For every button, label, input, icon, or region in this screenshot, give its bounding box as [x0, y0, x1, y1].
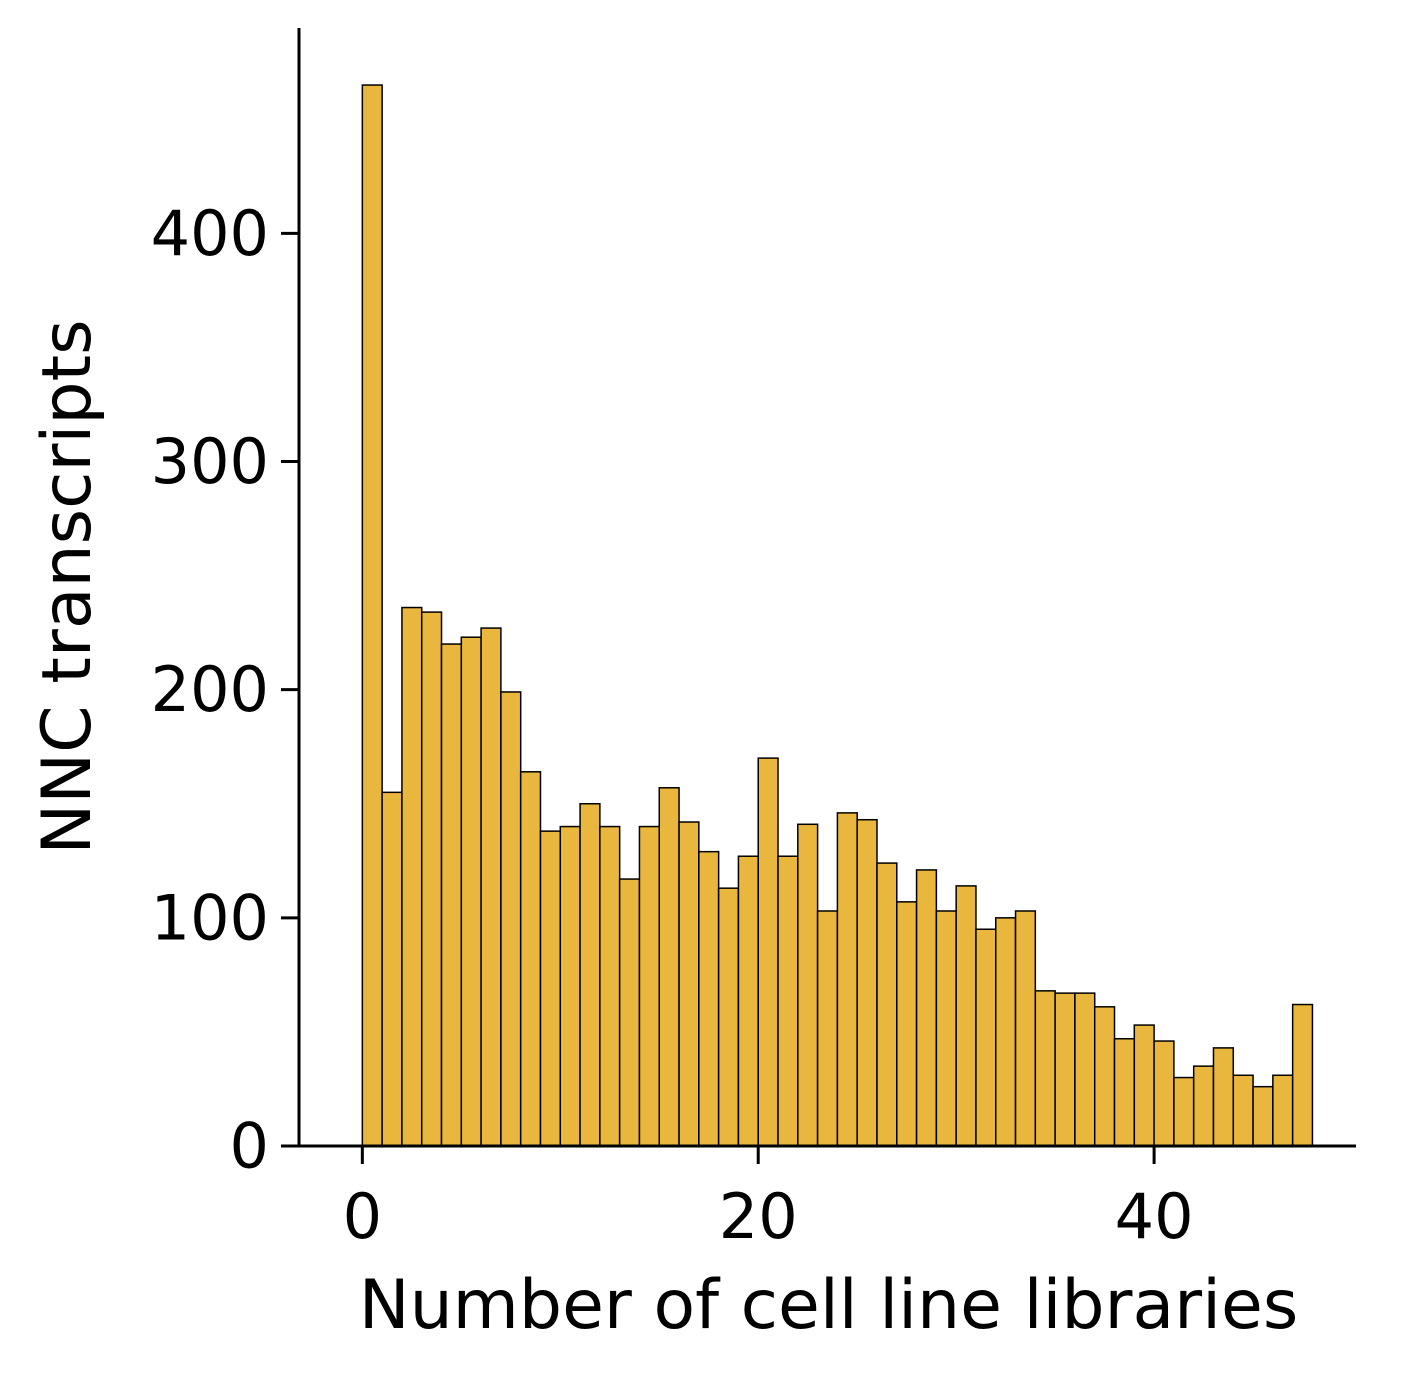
histogram-bar	[618, 878, 641, 1147]
histogram-bar	[1232, 1074, 1254, 1147]
histogram-bar	[994, 917, 1017, 1147]
x-tick-label: 0	[343, 1180, 382, 1253]
histogram-bar	[440, 643, 463, 1147]
histogram-bar	[658, 787, 680, 1147]
histogram-bar	[420, 611, 443, 1147]
y-tick-label: 400	[151, 197, 269, 270]
histogram-bar	[975, 928, 997, 1147]
histogram-bar	[896, 901, 918, 1147]
histogram-bar	[381, 791, 403, 1147]
histogram-bar	[737, 855, 759, 1147]
histogram-bar	[1113, 1038, 1136, 1147]
histogram-bar	[717, 887, 740, 1147]
histogram-bar	[599, 825, 621, 1147]
histogram-bar	[638, 825, 661, 1147]
histogram-bar	[777, 855, 799, 1147]
histogram-bar	[460, 636, 482, 1147]
histogram-bar	[797, 823, 819, 1147]
histogram-bar	[361, 84, 383, 1147]
histogram-bar	[579, 803, 601, 1147]
y-tick-label: 300	[151, 425, 269, 498]
histogram-bar	[519, 771, 542, 1147]
y-axis-title: NNC transcripts	[28, 319, 107, 854]
histogram-bar	[1093, 1006, 1116, 1147]
histogram-bar	[1074, 992, 1096, 1147]
x-axis-title: Number of cell line libraries	[359, 1266, 1299, 1345]
histogram-bar	[1212, 1047, 1235, 1147]
histogram-bar	[1133, 1024, 1155, 1147]
histogram-bar	[559, 825, 581, 1147]
y-tick-label: 0	[230, 1110, 269, 1183]
histogram-bar	[1272, 1074, 1294, 1147]
histogram-bar	[539, 830, 562, 1147]
x-tick-label: 40	[1115, 1180, 1194, 1253]
histogram-bar	[915, 869, 938, 1147]
axes-group	[297, 28, 1356, 1148]
y-ticks-group: 0 100 200 300 400	[151, 197, 299, 1183]
histogram-bar	[1153, 1040, 1175, 1147]
histogram-bar	[1192, 1065, 1215, 1147]
histogram-bar	[678, 821, 700, 1147]
histogram-bar	[876, 862, 898, 1147]
histogram-bar	[1054, 992, 1076, 1147]
histogram-bar	[856, 818, 878, 1147]
histogram-bar	[401, 606, 423, 1147]
histogram-bar	[1173, 1076, 1195, 1147]
x-ticks-group: 0 20 40	[343, 1146, 1194, 1253]
histogram-bar	[1014, 910, 1037, 1147]
histogram-bar	[500, 691, 522, 1147]
histogram-bar	[1034, 990, 1056, 1147]
histogram-bar	[757, 757, 779, 1147]
histogram-bar	[816, 910, 839, 1147]
histogram-bar	[1291, 1003, 1314, 1147]
x-tick-label: 20	[719, 1180, 798, 1253]
histogram-bar	[836, 812, 858, 1147]
histogram-bar	[480, 627, 502, 1147]
y-tick-label: 200	[151, 653, 269, 726]
histogram-bar	[1252, 1085, 1274, 1147]
bars-group	[361, 84, 1314, 1147]
histogram-bar	[955, 885, 977, 1147]
histogram-bar	[935, 910, 957, 1147]
histogram-bar	[698, 850, 720, 1147]
y-tick-label: 100	[151, 881, 269, 954]
